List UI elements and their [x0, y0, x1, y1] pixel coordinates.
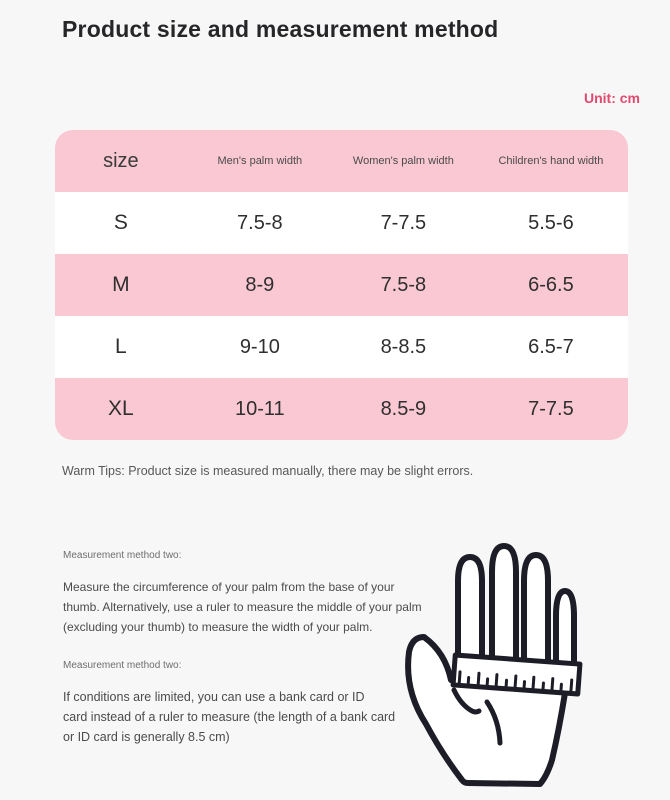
- value-cell: 7.5-8: [380, 273, 427, 296]
- header-cell-children: Children's hand width: [498, 155, 604, 167]
- header-cell-size: size: [103, 149, 139, 172]
- size-cell: S: [113, 211, 128, 234]
- size-cell: L: [115, 335, 127, 358]
- value-cell: 6.5-7: [528, 335, 574, 358]
- size-cell: M: [112, 273, 130, 296]
- page-title: Product size and measurement method: [62, 16, 499, 42]
- warm-tips: Warm Tips: Product size is measured manu…: [62, 464, 474, 478]
- size-table: size Men's palm width Women's palm width…: [55, 130, 628, 440]
- measurement-method-1-text: Measure the circumference of your palm f…: [63, 577, 453, 637]
- value-cell: 5.5-6: [528, 211, 574, 234]
- table-row: M 8-9 7.5-8 6-6.5: [55, 254, 628, 316]
- palm-creases: [451, 687, 503, 746]
- size-cell: XL: [108, 397, 134, 420]
- measurement-method-1-label: Measurement method two:: [63, 550, 182, 561]
- header-cell-men: Men's palm width: [217, 155, 303, 167]
- header-cell-women: Women's palm width: [352, 155, 454, 167]
- fingers-outline: [455, 543, 577, 677]
- value-cell: 7.5-8: [237, 211, 283, 234]
- value-cell: 6-6.5: [528, 273, 574, 296]
- value-cell: 9-10: [239, 335, 280, 358]
- table-header-row: size Men's palm width Women's palm width…: [55, 130, 628, 192]
- table-row: S 7.5-8 7-7.5 5.5-6: [55, 192, 628, 254]
- value-cell: 8.5-9: [380, 397, 427, 420]
- measurement-method-2-text: If conditions are limited, you can use a…: [63, 687, 453, 747]
- value-cell: 7-7.5: [380, 211, 427, 234]
- measurement-method-2-label: Measurement method two:: [63, 660, 182, 671]
- value-cell: 10-11: [235, 397, 285, 420]
- method-text-line: thumb. Alternatively, use a ruler to mea…: [63, 600, 422, 614]
- hand-with-ruler-illustration: [405, 543, 583, 787]
- method-text-line: (excluding your thumb) to measure the wi…: [63, 620, 373, 634]
- method-text-line: If conditions are limited, you can use a…: [63, 690, 365, 704]
- value-cell: 8-8.5: [380, 335, 427, 358]
- ruler: [450, 652, 583, 697]
- table-row: XL 10-11 8.5-9 7-7.5: [55, 378, 628, 440]
- ruler-ticks: [457, 670, 574, 694]
- table-row: L 9-10 8-8.5 6.5-7: [55, 316, 628, 378]
- unit-label: Unit: cm: [584, 90, 640, 106]
- method-text-line: Measure the circumference of your palm f…: [63, 580, 395, 594]
- value-cell: 8-9: [245, 273, 275, 296]
- method-text-line: card instead of a ruler to measure (the …: [63, 710, 396, 724]
- value-cell: 7-7.5: [528, 397, 574, 420]
- method-text-line: or ID card is generally 8.5 cm): [63, 730, 230, 744]
